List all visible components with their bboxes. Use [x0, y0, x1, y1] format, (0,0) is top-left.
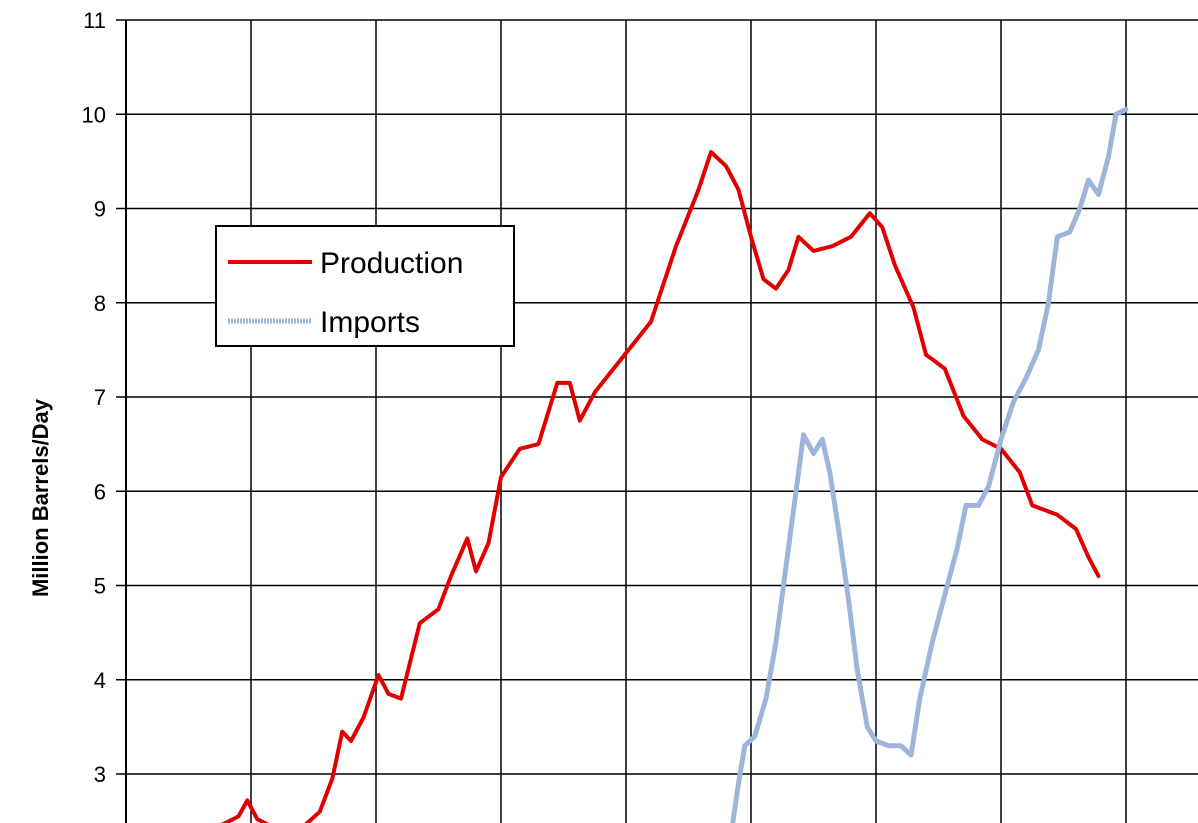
y-tick-label: 7 [94, 385, 106, 410]
y-tick-label: 9 [94, 197, 106, 222]
legend-label-production: Production [320, 247, 463, 280]
y-axis-tick-labels: 3 4 5 6 7 8 9 10 11 [82, 8, 106, 787]
series-line-imports [730, 107, 1129, 823]
grid-lines [116, 19, 1198, 823]
y-tick-label: 8 [94, 291, 106, 316]
y-tick-label: 11 [83, 8, 106, 33]
y-tick-label: 3 [94, 762, 106, 787]
legend-box [215, 225, 515, 347]
series-line-production [220, 150, 1101, 823]
y-tick-label: 10 [82, 102, 106, 127]
y-tick-label: 4 [94, 668, 106, 693]
y-axis-title: Million Barrels/Day [28, 398, 53, 597]
y-tick-label: 5 [94, 574, 106, 599]
legend: Production Imports [215, 225, 515, 347]
series-lines [220, 107, 1129, 823]
legend-label-imports: Imports [320, 306, 420, 339]
y-tick-label: 6 [94, 479, 106, 504]
